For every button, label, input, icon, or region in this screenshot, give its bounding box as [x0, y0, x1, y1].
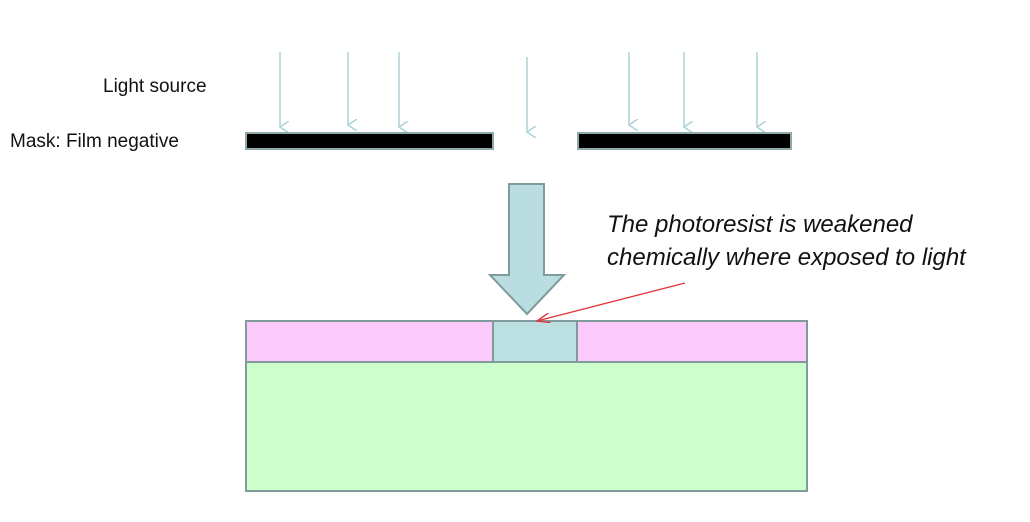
photoresist-layer-right — [576, 320, 808, 363]
photoresist-layer-left — [245, 320, 494, 363]
mask-label: Mask: Film negative — [10, 131, 179, 152]
light-source-label: Light source — [103, 76, 207, 97]
annotation-line-2: chemically where exposed to light — [607, 244, 966, 271]
annotation-pointer — [537, 282, 686, 321]
substrate-layer — [245, 361, 808, 492]
process-arrow — [487, 183, 567, 316]
mask-bar-right — [577, 132, 792, 150]
annotation-line-1: The photoresist is weakened — [607, 211, 913, 238]
light-rays — [280, 52, 757, 132]
mask-bar-left — [245, 132, 494, 150]
photoresist-annotation: The photoresist is weakened chemically w… — [607, 208, 966, 274]
exposed-photoresist-region — [492, 320, 578, 363]
